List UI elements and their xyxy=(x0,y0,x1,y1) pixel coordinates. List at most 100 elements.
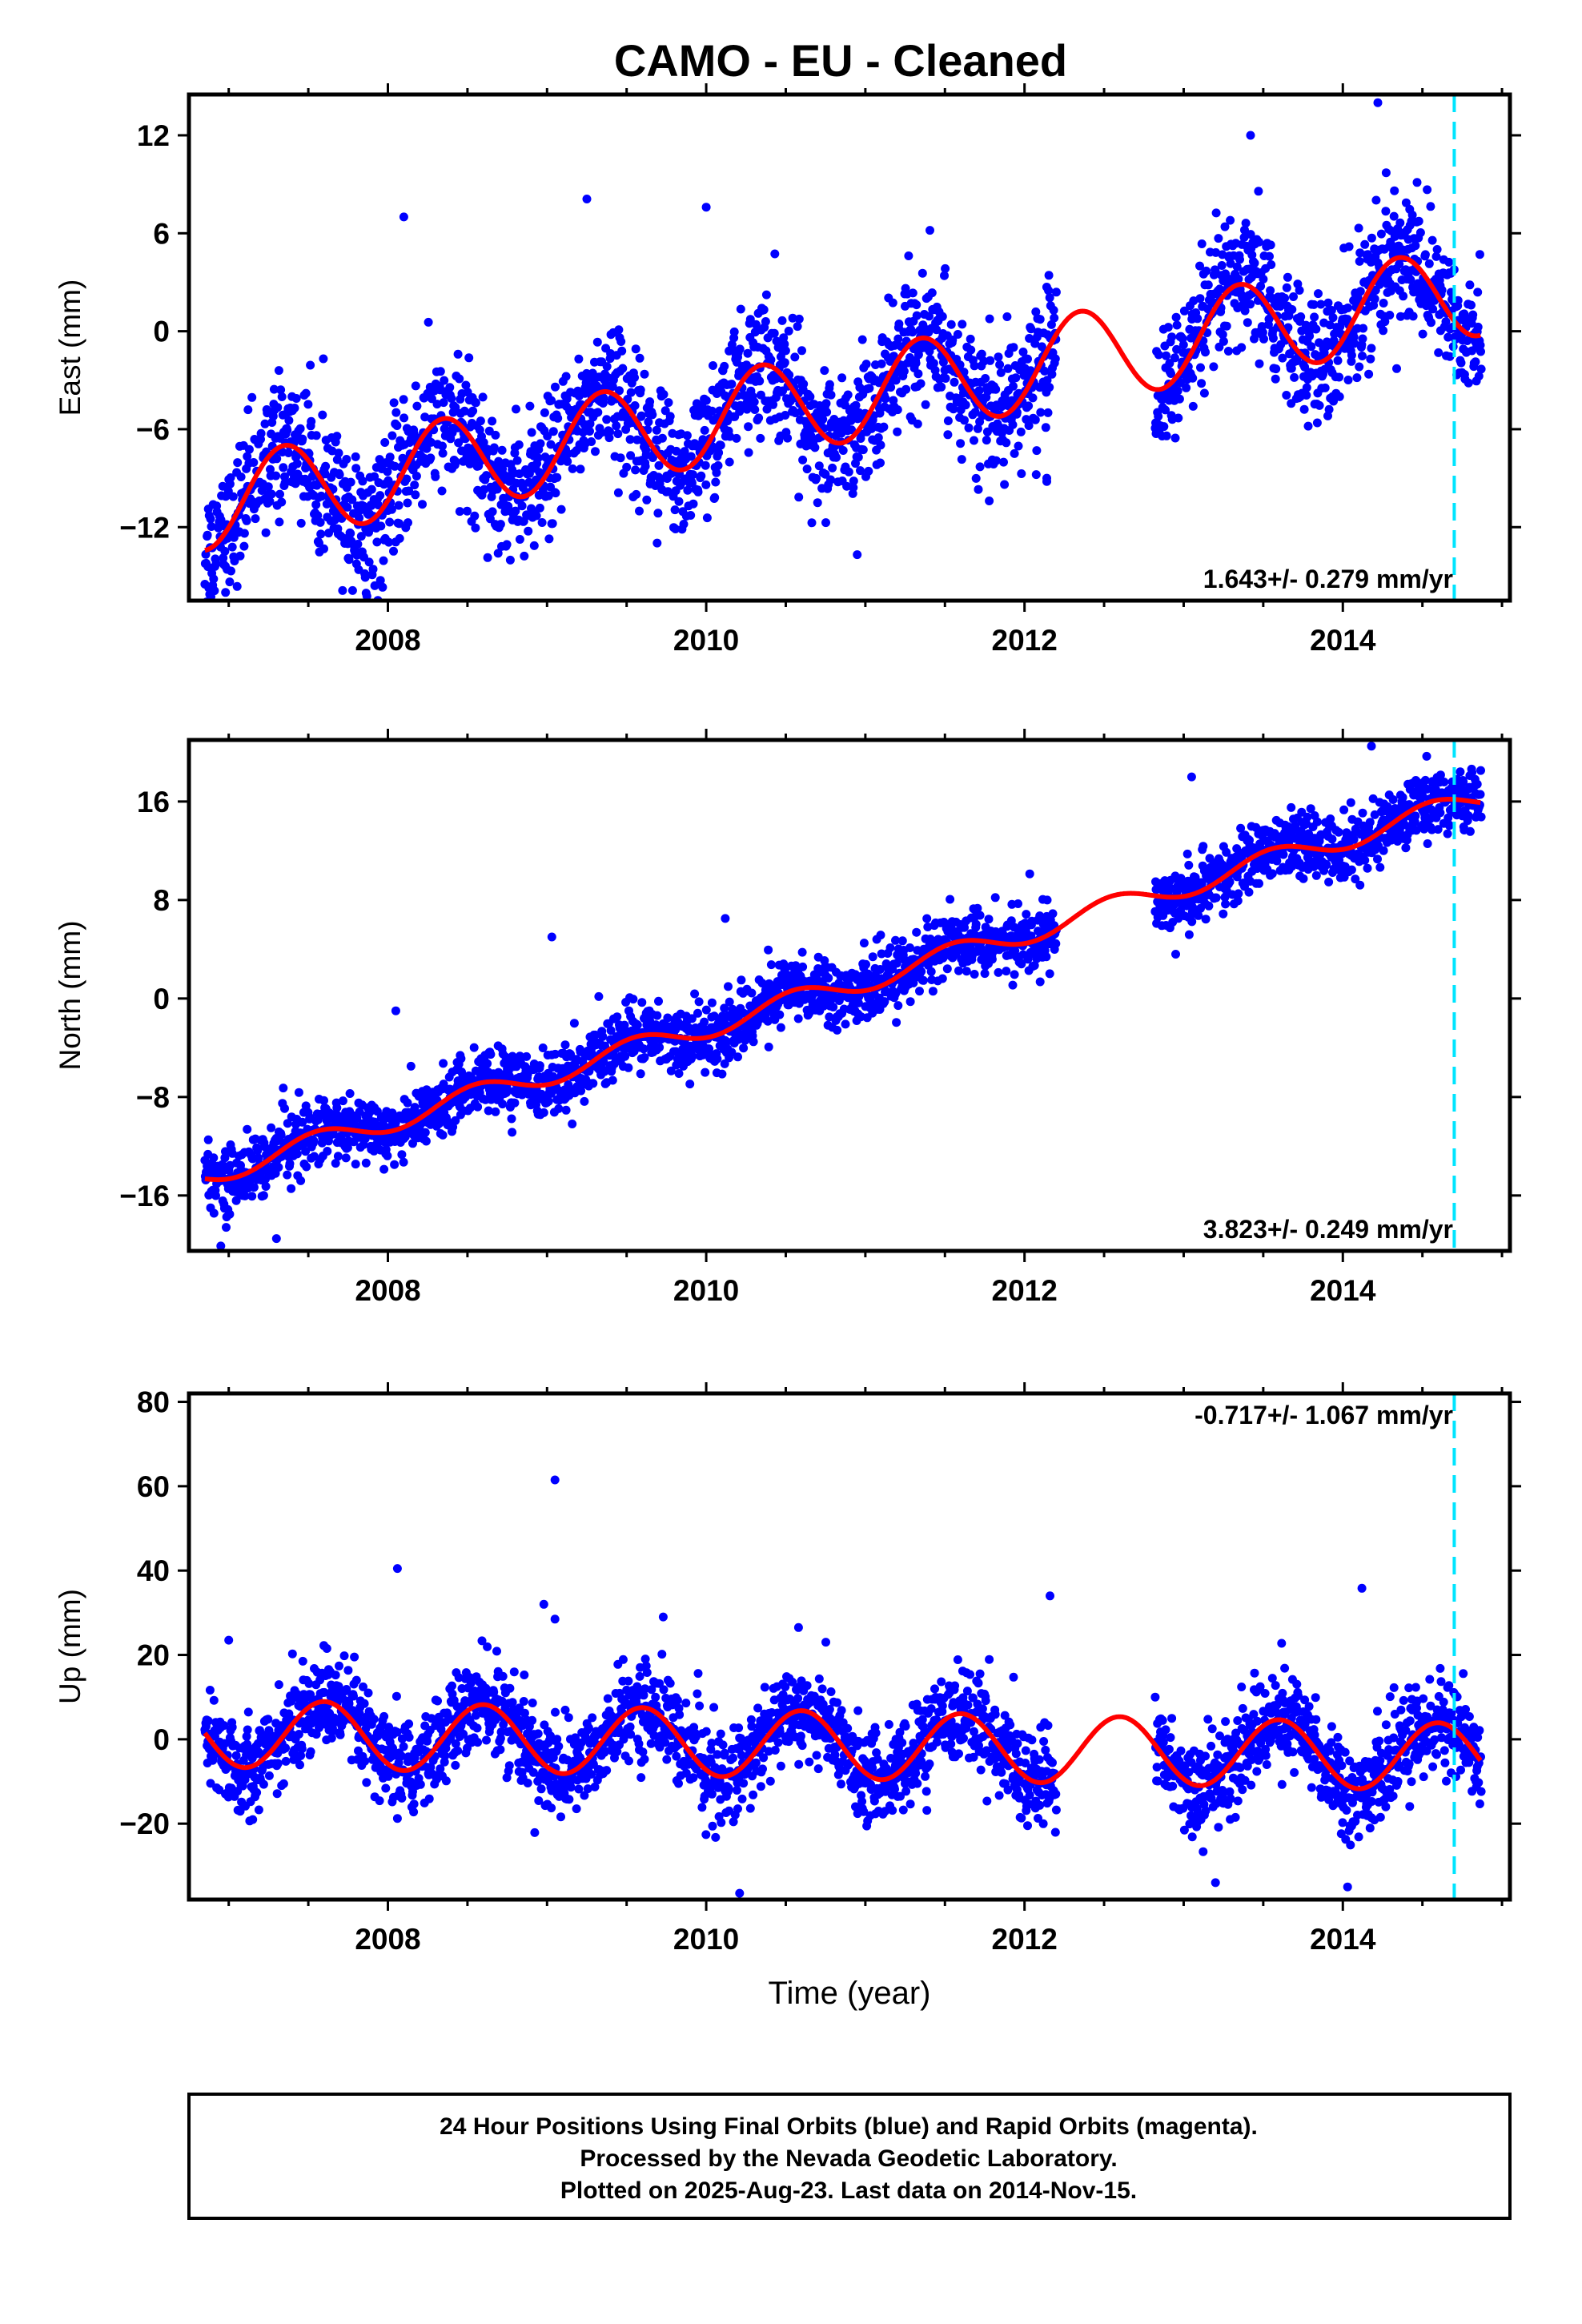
data-point xyxy=(319,1096,328,1105)
data-point xyxy=(1049,305,1058,315)
data-point xyxy=(700,1017,709,1027)
data-point xyxy=(599,393,608,403)
data-point xyxy=(899,367,909,376)
data-point xyxy=(311,431,321,440)
data-point xyxy=(546,440,556,449)
data-point xyxy=(1018,348,1028,356)
data-point xyxy=(849,483,858,493)
data-point xyxy=(1243,318,1252,328)
data-point xyxy=(876,440,885,450)
data-point xyxy=(640,369,649,379)
data-point xyxy=(1303,812,1312,822)
data-point xyxy=(644,417,653,427)
data-point xyxy=(709,361,717,370)
data-point xyxy=(507,1114,516,1124)
data-point xyxy=(1044,286,1054,296)
data-point xyxy=(1162,351,1170,360)
data-point xyxy=(378,582,387,592)
y-tick-label: 0 xyxy=(153,316,170,348)
data-point xyxy=(260,419,270,428)
data-point xyxy=(1226,259,1235,268)
data-point xyxy=(749,1037,758,1047)
data-point xyxy=(532,511,541,521)
data-point xyxy=(360,573,370,582)
data-point xyxy=(1154,350,1163,360)
data-point xyxy=(938,357,948,367)
data-point xyxy=(832,452,841,462)
data-points xyxy=(200,98,1486,601)
data-point xyxy=(298,434,307,444)
data-point xyxy=(970,408,980,417)
data-point xyxy=(574,354,584,364)
data-point xyxy=(1443,332,1453,342)
data-point xyxy=(431,472,440,481)
data-point xyxy=(793,322,802,332)
data-point xyxy=(1473,287,1483,297)
data-point xyxy=(761,317,770,326)
data-point xyxy=(680,447,689,456)
data-point xyxy=(1240,225,1249,235)
data-point xyxy=(242,516,251,525)
data-point xyxy=(893,427,902,436)
data-point xyxy=(585,419,595,428)
data-point xyxy=(317,492,327,501)
data-point xyxy=(411,381,420,391)
data-point xyxy=(1415,228,1425,237)
data-point xyxy=(527,428,536,437)
data-point xyxy=(275,517,284,527)
data-point xyxy=(700,425,709,435)
data-point xyxy=(1250,259,1259,267)
data-point xyxy=(1310,312,1319,322)
data-point xyxy=(1161,405,1170,415)
data-point xyxy=(747,988,757,998)
data-point xyxy=(881,394,890,404)
data-point xyxy=(283,1170,292,1180)
data-point xyxy=(315,517,325,527)
data-point xyxy=(825,380,834,389)
data-point xyxy=(1025,869,1034,879)
data-point xyxy=(770,249,780,259)
plot-area xyxy=(200,740,1486,1251)
data-point xyxy=(580,1096,589,1106)
data-point xyxy=(1031,470,1041,480)
data-point xyxy=(1173,386,1182,396)
data-point xyxy=(522,1051,532,1061)
data-point xyxy=(1000,480,1010,489)
data-point xyxy=(897,936,907,946)
data-point xyxy=(1271,374,1280,384)
data-point xyxy=(277,497,287,507)
data-point xyxy=(471,523,480,533)
data-point xyxy=(1355,880,1365,890)
data-point xyxy=(1307,342,1316,352)
data-point xyxy=(614,325,624,335)
data-point xyxy=(482,471,491,480)
data-point xyxy=(544,1096,553,1106)
data-point xyxy=(392,421,402,430)
data-point xyxy=(624,1063,633,1072)
data-point xyxy=(383,467,392,476)
data-point xyxy=(265,497,275,506)
data-point xyxy=(561,1105,571,1115)
plot-frame xyxy=(187,92,1512,603)
data-point xyxy=(921,400,930,409)
data-point xyxy=(280,478,290,488)
data-point xyxy=(1401,198,1411,207)
data-point xyxy=(613,429,623,439)
data-point xyxy=(307,472,317,481)
data-point xyxy=(508,1128,517,1137)
data-point xyxy=(408,1139,417,1148)
data-point xyxy=(855,383,865,392)
data-point xyxy=(284,416,294,425)
data-point xyxy=(674,1069,684,1078)
data-point xyxy=(1343,304,1352,312)
data-point xyxy=(1352,373,1362,383)
data-point xyxy=(1395,259,1404,269)
data-point xyxy=(618,364,628,373)
data-point xyxy=(891,376,901,385)
data-point xyxy=(697,471,706,480)
data-point xyxy=(1255,879,1263,888)
data-point xyxy=(889,352,898,361)
data-point xyxy=(1043,408,1053,417)
data-point xyxy=(713,1054,722,1063)
data-point xyxy=(225,577,235,587)
